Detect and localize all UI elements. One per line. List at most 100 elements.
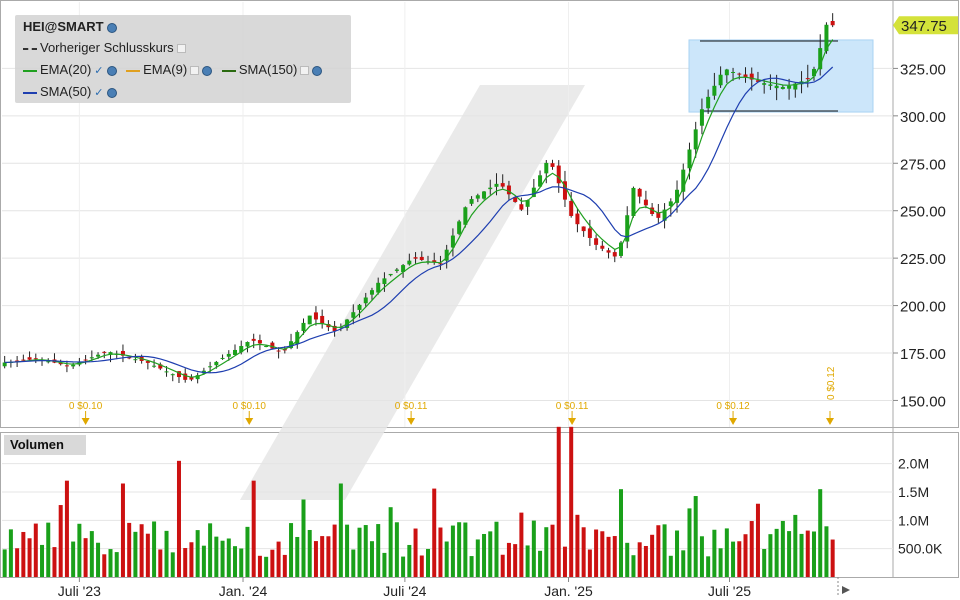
volume-bar [332, 524, 337, 577]
settings-icon[interactable] [312, 65, 323, 76]
candle-body [438, 263, 443, 265]
candle-body [58, 362, 63, 365]
ema20-swatch-icon [23, 69, 37, 72]
candle-body [637, 188, 642, 197]
candle-body [699, 109, 704, 126]
ema9-swatch-icon [126, 69, 141, 72]
candle-body [270, 342, 275, 349]
candle-body [120, 350, 125, 356]
volume-bar [394, 522, 399, 577]
volume-bar [413, 528, 418, 577]
volume-bar [239, 548, 244, 577]
candle-body [531, 187, 536, 197]
y-tick-label: 250.00 [900, 204, 946, 221]
volume-bar [245, 526, 250, 577]
volume-bar [675, 530, 680, 577]
candle-body [668, 201, 673, 207]
volume-bar [544, 527, 549, 577]
volume-bar [693, 496, 698, 577]
candle-body [64, 365, 69, 367]
volume-bar [811, 531, 816, 577]
candle-body [176, 371, 181, 378]
volume-bar [289, 523, 294, 577]
candle-body [363, 297, 368, 304]
candle-body [170, 374, 175, 376]
candle-body [289, 341, 294, 349]
candle-body [89, 357, 94, 359]
candle-body [569, 200, 574, 216]
volume-bar [787, 531, 792, 577]
y-tick-label: 150.00 [900, 393, 946, 410]
checkmark-icon[interactable]: ✓ [94, 87, 104, 99]
volume-tick-label: 2.0M [898, 456, 929, 472]
y-tick-label: 200.00 [900, 299, 946, 316]
candle-body [712, 85, 717, 96]
candle-body [506, 185, 511, 195]
candle-body [706, 96, 711, 109]
watermark-logo [240, 85, 585, 500]
candle-body [600, 245, 605, 249]
volume-bar [438, 527, 443, 577]
prev-close-label: Vorheriger Schlusskurs [40, 40, 174, 55]
candle-body [762, 83, 767, 85]
volume-bar [706, 556, 711, 577]
volume-tick-label: 1.0M [898, 512, 929, 528]
volume-bar [33, 523, 38, 577]
checkbox-icon[interactable] [190, 66, 200, 76]
volume-bar [220, 540, 225, 577]
volume-bar [793, 514, 798, 577]
x-tick-label: Jan. '24 [219, 583, 268, 599]
settings-icon[interactable] [106, 22, 117, 33]
candle-body [575, 213, 580, 225]
volume-bar [120, 483, 125, 577]
dividend-label: 0 $0.11 [556, 401, 589, 412]
settings-icon[interactable] [106, 65, 117, 76]
candle-body [774, 85, 779, 89]
settings-icon[interactable] [106, 87, 117, 98]
candle-body [693, 129, 698, 150]
volume-bar [444, 541, 449, 577]
volume-bar [282, 554, 287, 577]
volume-bar [145, 533, 150, 577]
checkmark-icon[interactable]: ✓ [94, 65, 104, 77]
x-tick-label: Juli '24 [383, 583, 426, 599]
sma150-swatch-icon [221, 69, 236, 72]
candle-body [749, 73, 754, 80]
candle-body [71, 364, 76, 367]
x-tick-label: Jan. '25 [544, 583, 593, 599]
sma50-swatch-icon [23, 91, 37, 94]
candle-body [731, 71, 736, 73]
candle-body [780, 87, 785, 89]
volume-bar [780, 520, 785, 577]
ema9-label: EMA(9) [143, 62, 188, 77]
candle-body [768, 84, 773, 86]
volume-bar [581, 527, 586, 577]
candle-body [351, 312, 356, 318]
candle-body [214, 361, 219, 366]
sma150-label: SMA(150) [238, 62, 298, 77]
candle-body [662, 209, 667, 221]
checkbox-icon[interactable] [300, 66, 310, 76]
candle-body [96, 354, 101, 357]
volume-bar [189, 542, 194, 577]
candle-body [158, 364, 163, 369]
volume-bar [731, 541, 736, 577]
checkbox-icon[interactable] [176, 44, 186, 54]
candle-body [145, 361, 150, 363]
legend-sma50-row: SMA(50) ✓ [23, 84, 117, 99]
candle-body [376, 282, 381, 293]
candle-body [444, 249, 449, 261]
candle-body [457, 221, 462, 234]
volume-bar [762, 549, 767, 577]
candle-body [587, 228, 592, 238]
volume-bar [606, 536, 611, 577]
settings-icon[interactable] [202, 65, 213, 76]
candle-body [811, 68, 816, 77]
volume-bar [164, 530, 169, 577]
sma50-line [4, 66, 834, 374]
volume-bar [587, 549, 592, 577]
volume-bar [631, 555, 636, 577]
volume-bar [488, 531, 493, 577]
symbol-label: HEI@SMART [23, 19, 104, 34]
candle-body [189, 376, 194, 380]
